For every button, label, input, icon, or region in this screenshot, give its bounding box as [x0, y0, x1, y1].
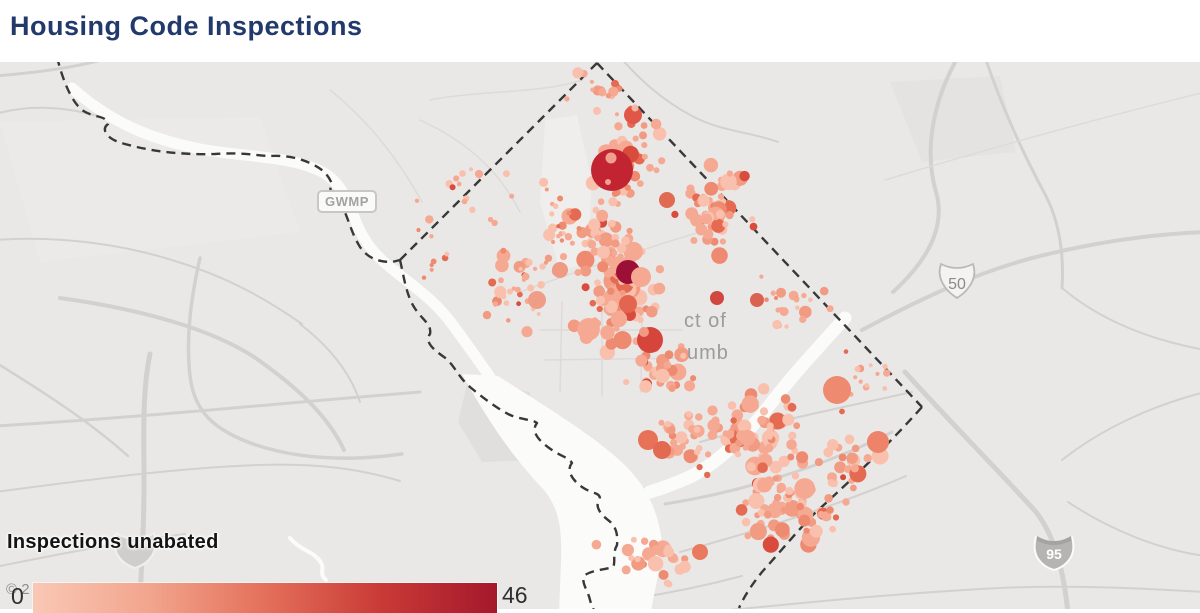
interstate-shield-occluded-icon [113, 531, 157, 569]
legend-min-value: 0 [11, 583, 24, 609]
interstate-95-label: 95 [1046, 546, 1062, 562]
legend-max-value: 46 [502, 582, 528, 608]
place-label-line2: umb [687, 342, 729, 364]
legend-gradient-bar [33, 583, 497, 613]
map-bottom-edge [0, 609, 1200, 613]
dots-layer [414, 67, 891, 588]
map-container[interactable]: 50 [0, 62, 1200, 613]
map-attribution: © 2 [6, 581, 30, 598]
featured-dots-layer [528, 104, 889, 560]
interstate-95-shield-icon: 95 [1033, 535, 1075, 571]
place-label-line1: ct of [684, 310, 727, 332]
map-canvas[interactable]: 50 [0, 62, 1200, 613]
us-route-50-shield-icon: 50 [938, 262, 976, 300]
us-route-50-label: 50 [948, 276, 966, 293]
legend-title: Inspections unabated [7, 531, 219, 553]
page-title: Housing Code Inspections [10, 11, 363, 41]
parkway-badge: GWMP [317, 190, 377, 213]
